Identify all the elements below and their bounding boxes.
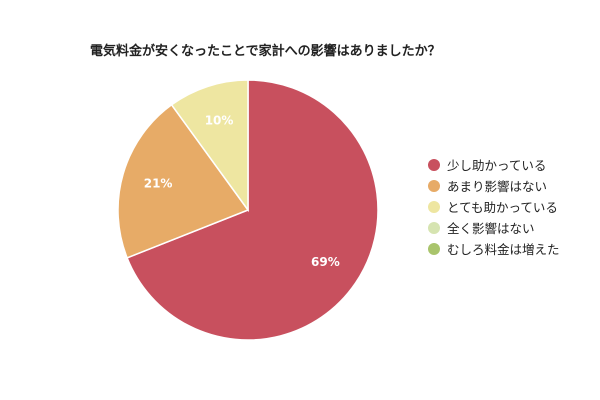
legend-label-2: とても助かっている [447, 200, 558, 215]
chart-title: 電気料金が安くなったことで家計への影響はありましたか？ [90, 44, 441, 59]
legend-label-3: 全く影響はない [447, 221, 535, 236]
legend: 少し助かっている あまり影響はない とても助かっている 全く影響はない むしろ料… [428, 154, 560, 259]
slice-label-2: 10% [205, 113, 234, 127]
slice-label-0: 69% [311, 255, 340, 269]
pie-slices [117, 79, 379, 341]
legend-item-1[interactable]: あまり影響はない [428, 175, 560, 196]
legend-label-0: 少し助かっている [447, 158, 547, 173]
slice-label-1: 21% [144, 176, 173, 190]
pie-slice-1[interactable] [117, 103, 250, 259]
pie-labels: 69% 21% 10% [144, 113, 340, 269]
legend-item-0[interactable]: 少し助かっている [428, 154, 560, 175]
legend-swatch-3 [428, 221, 440, 234]
legend-swatch-2 [428, 200, 440, 213]
legend-label-4: むしろ料金は増えた [447, 242, 560, 257]
legend-swatch-1 [428, 179, 440, 192]
legend-swatch-4 [428, 242, 440, 255]
legend-item-4[interactable]: むしろ料金は増えた [428, 238, 560, 259]
pie-slice-0[interactable] [126, 79, 379, 341]
legend-item-3[interactable]: 全く影響はない [428, 217, 560, 238]
legend-label-1: あまり影響はない [447, 179, 548, 194]
legend-swatch-0 [428, 158, 440, 171]
legend-item-2[interactable]: とても助かっている [428, 196, 560, 217]
pie-slice-2[interactable] [170, 79, 249, 213]
